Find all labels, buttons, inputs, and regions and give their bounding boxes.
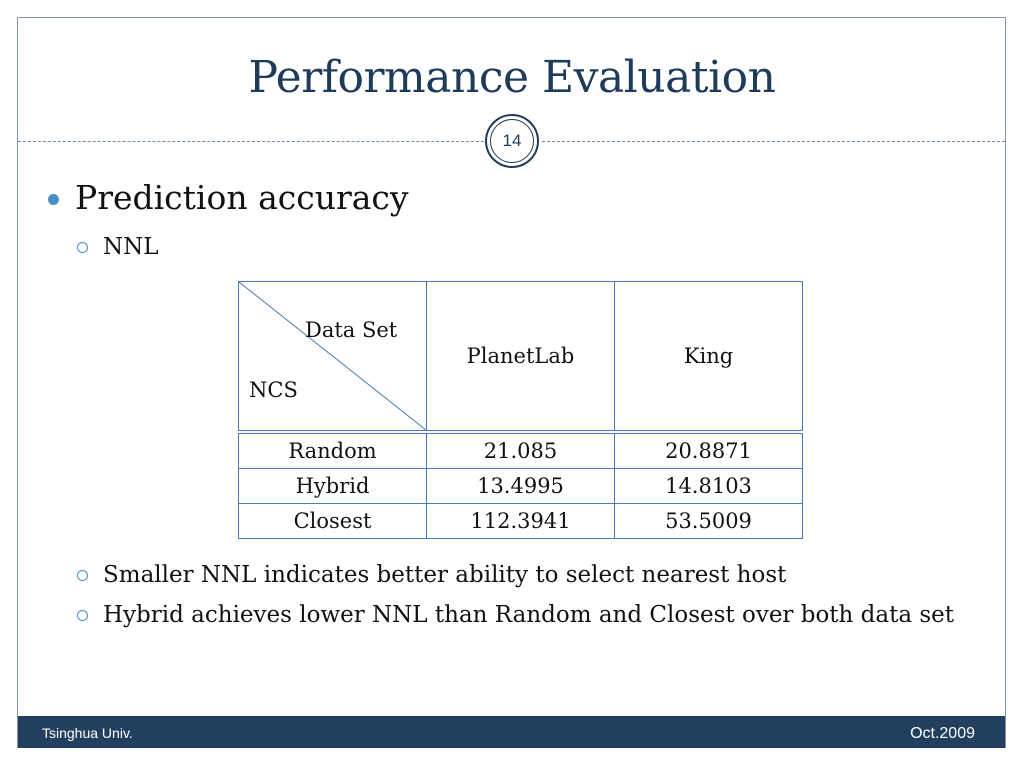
table-header-row: Data Set NCS PlanetLab King <box>238 281 803 434</box>
table-row: Random 21.085 20.8871 <box>238 431 803 469</box>
corner-ncs-label: NCS <box>249 378 298 402</box>
table-cell: 14.8103 <box>614 468 803 504</box>
main-bullet: Prediction accuracy <box>48 178 409 217</box>
table-cell: 112.3941 <box>426 503 615 539</box>
bullet-dot-icon <box>48 194 59 205</box>
table-cell: 13.4995 <box>426 468 615 504</box>
table-cell: 21.085 <box>426 431 615 469</box>
row-label: Closest <box>238 503 427 539</box>
row-label: Random <box>238 431 427 469</box>
corner-dataset-label: Data Set <box>305 318 398 342</box>
column-header: PlanetLab <box>426 281 615 434</box>
bullet-ring-icon <box>77 570 88 581</box>
main-bullet-text: Prediction accuracy <box>75 178 409 217</box>
row-label: Hybrid <box>238 468 427 504</box>
page-number-badge: 14 <box>485 114 539 168</box>
page-number: 14 <box>490 119 534 163</box>
sub-bullet-nnl: NNL <box>77 230 983 264</box>
title-divider-left <box>18 141 484 142</box>
title-divider-right <box>542 141 1005 142</box>
sub-bullet-text: Hybrid achieves lower NNL than Random an… <box>103 602 955 628</box>
table-row: Hybrid 13.4995 14.8103 <box>238 468 803 504</box>
footer-affiliation: Tsinghua Univ. <box>42 725 133 741</box>
table-cell: 53.5009 <box>614 503 803 539</box>
diagonal-line <box>239 282 426 430</box>
table-row: Closest 112.3941 53.5009 <box>238 503 803 539</box>
sub-bullet-text: NNL <box>103 234 159 260</box>
column-header: King <box>614 281 803 434</box>
table-cell: 20.8871 <box>614 431 803 469</box>
slide-title: Performance Evaluation <box>248 52 776 103</box>
bullet-ring-icon <box>77 242 88 253</box>
sub-bullet-smaller-nnl: Smaller NNL indicates better ability to … <box>77 558 983 592</box>
sub-bullet-hybrid: Hybrid achieves lower NNL than Random an… <box>77 598 983 632</box>
footer-bar: Tsinghua Univ. Oct.2009 <box>18 716 1005 748</box>
bullet-ring-icon <box>77 610 88 621</box>
footer-date: Oct.2009 <box>910 725 975 742</box>
nnl-table: Data Set NCS PlanetLab King Random 21.08… <box>238 281 803 539</box>
corner-cell: Data Set NCS <box>238 281 427 434</box>
sub-bullet-text: Smaller NNL indicates better ability to … <box>103 562 787 588</box>
